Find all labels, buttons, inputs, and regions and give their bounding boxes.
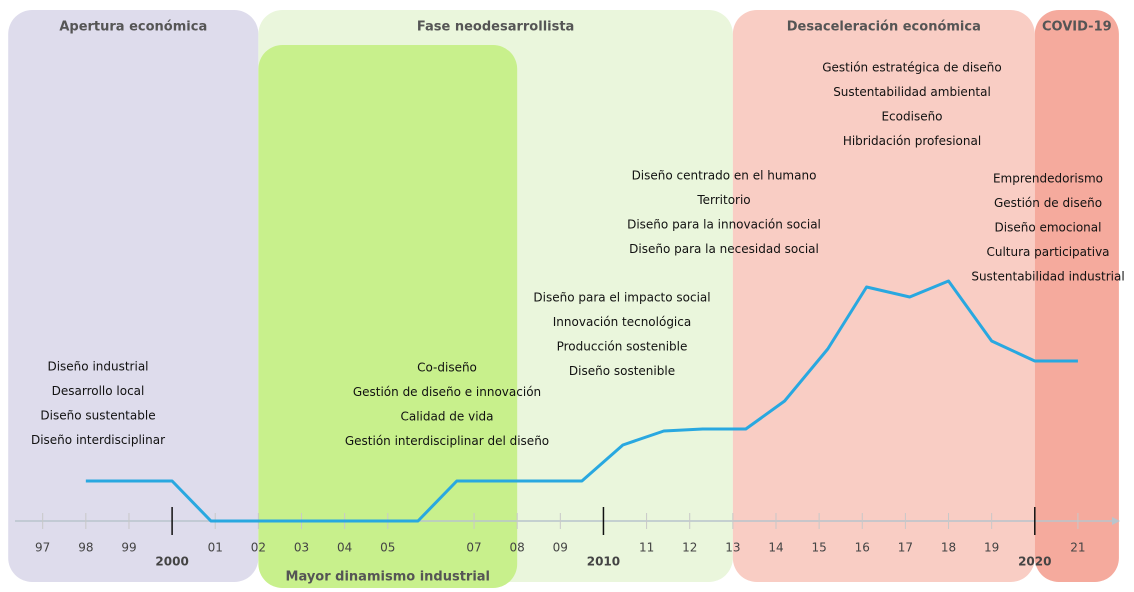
period-title: Apertura económica bbox=[59, 20, 207, 35]
x-tick-label: 05 bbox=[380, 541, 395, 555]
term: Co-diseño bbox=[417, 361, 477, 375]
x-tick-label: 15 bbox=[811, 541, 826, 555]
term: Gestión estratégica de diseño bbox=[822, 61, 1002, 75]
term: Gestión de diseño e innovación bbox=[353, 385, 541, 399]
axis-arrow bbox=[1112, 517, 1120, 525]
x-tick-label: 04 bbox=[337, 541, 352, 555]
period-title: Mayor dinamismo industrial bbox=[286, 570, 491, 585]
x-tick-label: 19 bbox=[984, 541, 999, 555]
x-tick-label: 07 bbox=[466, 541, 481, 555]
x-tick-label: 01 bbox=[208, 541, 223, 555]
term: Desarrollo local bbox=[52, 384, 145, 398]
x-tick-label: 17 bbox=[898, 541, 913, 555]
x-tick-label: 99 bbox=[121, 541, 136, 555]
x-tick-label: 13 bbox=[725, 541, 740, 555]
period-title: Desaceleración económica bbox=[787, 20, 981, 35]
term: Diseño para el impacto social bbox=[533, 291, 710, 305]
term: Sustentabilidad ambiental bbox=[833, 85, 991, 99]
x-tick-label: 02 bbox=[251, 541, 266, 555]
x-tick-label: 09 bbox=[553, 541, 568, 555]
x-tick-label: 12 bbox=[682, 541, 697, 555]
term: Diseño para la necesidad social bbox=[629, 242, 819, 256]
period-title: COVID-19 bbox=[1042, 20, 1112, 35]
term: Diseño industrial bbox=[47, 360, 148, 374]
term: Diseño interdisciplinar bbox=[31, 433, 165, 447]
term: Diseño sustentable bbox=[40, 409, 155, 423]
x-tick-label: 97 bbox=[35, 541, 50, 555]
term: Gestión de diseño bbox=[994, 196, 1102, 210]
term: Emprendedorismo bbox=[993, 172, 1103, 186]
x-tick-label: 03 bbox=[294, 541, 309, 555]
x-tick-label: 08 bbox=[510, 541, 525, 555]
x-tick-label: 11 bbox=[639, 541, 654, 555]
period-band bbox=[8, 10, 259, 582]
term: Territorio bbox=[696, 193, 750, 207]
term: Hibridación profesional bbox=[843, 134, 981, 148]
x-tick-label: 2000 bbox=[155, 555, 188, 569]
term: Ecodiseño bbox=[881, 110, 942, 124]
period-band bbox=[1034, 10, 1119, 582]
term: Calidad de vida bbox=[400, 410, 493, 424]
data-line bbox=[85, 279, 1078, 523]
x-tick-label: 21 bbox=[1070, 541, 1085, 555]
x-tick-label: 98 bbox=[78, 541, 93, 555]
term: Diseño sostenible bbox=[569, 364, 675, 378]
term: Gestión interdisciplinar del diseño bbox=[345, 434, 549, 448]
term: Diseño para la innovación social bbox=[627, 218, 821, 232]
term: Diseño centrado en el humano bbox=[632, 169, 817, 183]
x-tick-label: 16 bbox=[855, 541, 870, 555]
term: Diseño emocional bbox=[995, 221, 1102, 235]
term: Cultura participativa bbox=[986, 245, 1109, 259]
x-tick-label: 14 bbox=[768, 541, 783, 555]
period-band bbox=[258, 45, 518, 588]
term: Innovación tecnológica bbox=[553, 315, 691, 329]
period-title: Fase neodesarrollista bbox=[417, 20, 574, 35]
period-band bbox=[732, 10, 1035, 582]
x-tick-label: 18 bbox=[941, 541, 956, 555]
term: Producción sostenible bbox=[557, 340, 688, 354]
x-tick-label: 2020 bbox=[1018, 555, 1051, 569]
term: Sustentabilidad industrial bbox=[971, 270, 1124, 284]
x-tick-label: 2010 bbox=[587, 555, 620, 569]
